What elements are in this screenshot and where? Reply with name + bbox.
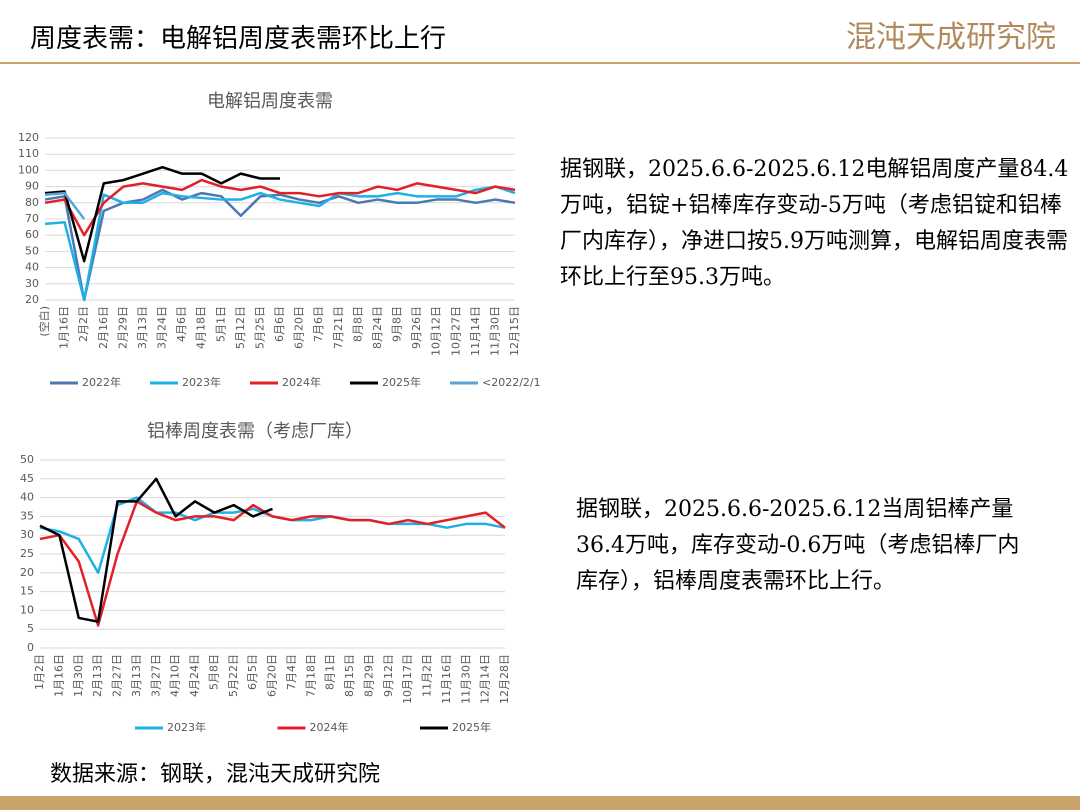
y-tick-label: 10 xyxy=(20,603,34,616)
x-tick-label: 12月15日 xyxy=(508,306,521,356)
x-tick-label: 8月8日 xyxy=(351,306,364,342)
legend-label: <2022/2/10 xyxy=(482,376,540,389)
x-tick-label: 11月16日 xyxy=(440,654,453,704)
x-tick-label: 7月4日 xyxy=(285,654,298,690)
series-line xyxy=(44,165,280,263)
legend-label: 2022年 xyxy=(82,375,121,389)
chart: 电解铝周度表需 20 30 40 50 60 70 80 90 100 110 120 (空白) 1月16… xyxy=(18,91,540,389)
y-tick-label: 40 xyxy=(25,261,39,274)
x-tick-label: 3月24日 xyxy=(156,306,169,349)
legend-label: 2025年 xyxy=(382,375,421,389)
legend-label: 2023年 xyxy=(167,720,206,734)
header-rule xyxy=(0,62,1080,64)
y-tick-label: 120 xyxy=(18,131,39,144)
x-tick-label: 2月2日 xyxy=(77,306,90,342)
legend-label: 2024年 xyxy=(310,720,349,734)
y-tick-label: 80 xyxy=(25,196,39,209)
y-tick-label: 60 xyxy=(25,228,39,241)
chart: 铝棒周度表需（考虑厂库） 0 5 10 15 20 25 30 35 40 45 50 1月2日 1月16… xyxy=(20,421,511,734)
x-tick-label: 4月10日 xyxy=(169,654,182,697)
logo: 混沌天成研究院 xyxy=(846,20,1056,55)
y-tick-label: 50 xyxy=(20,453,34,466)
series-line xyxy=(44,191,86,220)
y-tick-label: 20 xyxy=(25,293,39,306)
x-tick-label: 10月27日 xyxy=(449,306,462,356)
series-line xyxy=(39,500,506,627)
x-tick-label: 2月16日 xyxy=(97,306,110,349)
legend-label: 2023年 xyxy=(182,375,221,389)
x-tick-label: 3月13日 xyxy=(136,306,149,349)
chart-title: 电解铝周度表需 xyxy=(207,91,333,112)
y-tick-label: 50 xyxy=(25,244,39,257)
x-tick-label: 3月13日 xyxy=(130,654,143,697)
x-tick-label: 2月27日 xyxy=(111,654,124,697)
y-tick-label: 45 xyxy=(20,472,34,485)
x-tick-label: 5月8日 xyxy=(207,654,220,690)
x-tick-label: 9月12日 xyxy=(382,654,395,697)
y-tick-label: 90 xyxy=(25,180,39,193)
y-tick-label: 100 xyxy=(18,163,39,176)
y-tick-label: 40 xyxy=(20,491,34,504)
x-tick-label: 3月27日 xyxy=(149,654,162,697)
y-tick-label: 20 xyxy=(20,566,34,579)
x-tick-label: 4月18日 xyxy=(195,306,208,349)
x-tick-label: 7月18日 xyxy=(304,654,317,697)
x-tick-label: 9月26日 xyxy=(410,306,423,349)
y-tick-label: 70 xyxy=(25,212,39,225)
x-tick-label: 11月14日 xyxy=(469,306,482,356)
y-tick-label: 5 xyxy=(27,622,34,635)
x-tick-label: 7月6日 xyxy=(312,306,325,342)
x-tick-label: 5月22日 xyxy=(227,654,240,697)
x-tick-label: 5月12日 xyxy=(234,306,247,349)
note: 据钢联，2025.6.6-2025.6.12电解铝周度产量84.4万吨，铝锭+铝… xyxy=(560,157,1069,290)
x-tick-label: 9月8日 xyxy=(391,306,404,342)
x-tick-label: 8月24日 xyxy=(371,306,384,349)
x-tick-label: 4月24日 xyxy=(188,654,201,697)
note: 据钢联，2025.6.6-2025.6.12当周铝棒产量36.4万吨，库存变动-… xyxy=(576,497,1020,594)
legend-label: 2025年 xyxy=(452,720,491,734)
x-tick-label: 5月1日 xyxy=(214,306,227,342)
x-tick-label: 12月14日 xyxy=(479,654,492,704)
y-tick-label: 30 xyxy=(20,528,34,541)
legend-label: 2024年 xyxy=(282,375,321,389)
x-tick-label: (空白) xyxy=(37,306,51,337)
footer-band xyxy=(0,796,1080,810)
x-tick-label: 1月16日 xyxy=(58,306,71,349)
x-tick-label: 6月5日 xyxy=(246,654,259,690)
series-line xyxy=(44,178,516,237)
x-tick-label: 2月29日 xyxy=(116,306,129,349)
x-tick-label: 10月12日 xyxy=(430,306,443,356)
x-tick-label: 8月15日 xyxy=(343,654,356,697)
x-tick-label: 1月16日 xyxy=(52,654,65,697)
x-tick-label: 2月13日 xyxy=(91,654,104,697)
y-tick-label: 30 xyxy=(25,277,39,290)
y-tick-label: 15 xyxy=(20,585,34,598)
x-tick-label: 11月30日 xyxy=(488,306,501,356)
x-tick-label: 1月30日 xyxy=(72,654,85,697)
x-tick-label: 6月6日 xyxy=(273,306,286,342)
y-tick-label: 35 xyxy=(20,509,34,522)
y-tick-label: 25 xyxy=(20,547,34,560)
series-line xyxy=(44,185,516,302)
x-tick-label: 8月29日 xyxy=(362,654,375,697)
series-line xyxy=(39,477,273,623)
x-tick-label: 6月20日 xyxy=(293,306,306,349)
x-tick-label: 1月2日 xyxy=(33,654,46,690)
x-tick-label: 6月20日 xyxy=(266,654,279,697)
y-tick-label: 0 xyxy=(27,641,34,654)
x-tick-label: 4月6日 xyxy=(175,306,188,342)
source: 数据来源：钢联，混沌天成研究院 xyxy=(50,762,381,787)
x-tick-label: 11月2日 xyxy=(421,654,434,697)
x-tick-label: 11月30日 xyxy=(459,654,472,704)
slide-title: 周度表需：电解铝周度表需环比上行 xyxy=(30,24,447,54)
x-tick-label: 12月28日 xyxy=(498,654,511,704)
x-tick-label: 7月21日 xyxy=(332,306,345,349)
x-tick-label: 8月1日 xyxy=(324,654,337,690)
x-tick-label: 10月17日 xyxy=(401,654,414,704)
chart-title: 铝棒周度表需（考虑厂库） xyxy=(147,421,363,442)
x-tick-label: 5月25日 xyxy=(253,306,266,349)
y-tick-label: 110 xyxy=(18,147,39,160)
